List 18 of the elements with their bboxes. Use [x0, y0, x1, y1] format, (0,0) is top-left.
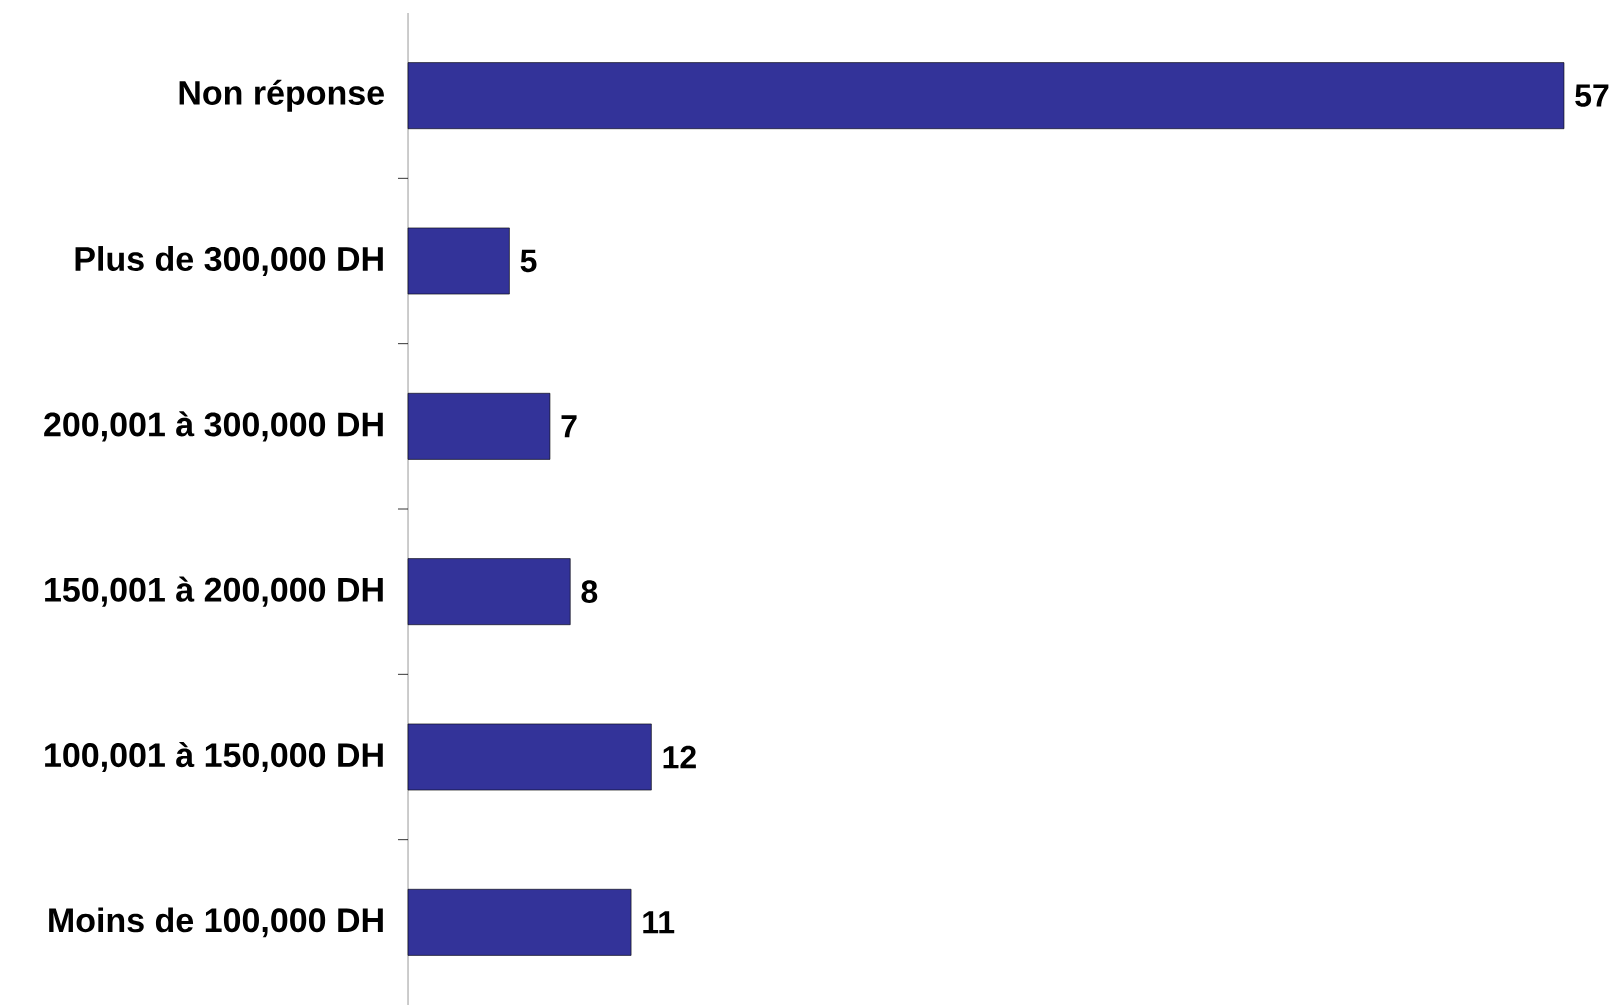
bar [407, 888, 632, 956]
bar [407, 62, 1565, 130]
data-label: 11 [643, 911, 675, 934]
data-label: 5 [520, 249, 537, 273]
y-tick-label: 100,001 à 150,000 DH [45, 741, 383, 773]
bar [407, 723, 652, 791]
y-tick-label: Moins de 100,000 DH [49, 907, 383, 938]
y-tick-label: 150,001 à 200,000 DH [45, 576, 383, 607]
data-label: 8 [581, 580, 598, 603]
data-label: 7 [561, 415, 577, 438]
bar [407, 392, 551, 460]
y-tick-label: 200,001 à 300,000 DH [44, 411, 383, 442]
bar [407, 558, 571, 626]
data-label: 57 [1575, 84, 1609, 107]
y-tick-label: Non réponse [179, 79, 384, 112]
bar [407, 227, 510, 295]
y-tick-label: Plus de 300,000 DH [75, 246, 383, 276]
data-label: 12 [663, 745, 696, 769]
